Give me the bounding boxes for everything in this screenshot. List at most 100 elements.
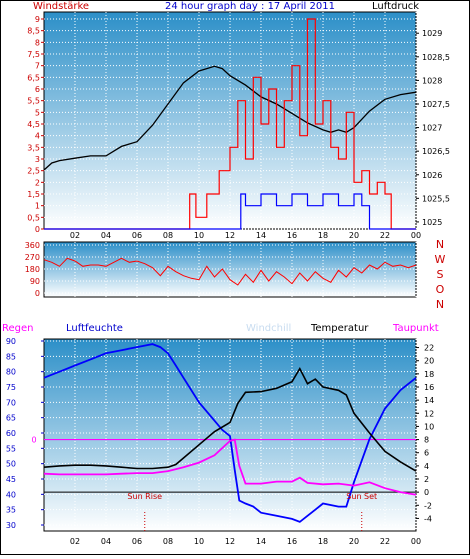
humidity-left-tick-label: 55 xyxy=(6,444,16,453)
wind-left-tick-label: 7,5 xyxy=(27,50,40,59)
wind-pressure-series xyxy=(43,18,417,230)
wind-direction-grid xyxy=(44,242,417,297)
humidity-left-tick-label: 35 xyxy=(6,506,16,515)
temp-right-tick-label: 8 xyxy=(424,436,429,445)
wind-x-tick-label: 02 xyxy=(70,231,80,240)
temp-x-tick-label: 14 xyxy=(256,537,266,546)
pressure-right-tick-label: 1025,5 xyxy=(422,194,450,203)
temp-right-tick-label: 0 xyxy=(424,488,429,497)
temp-right-tick-label: 20 xyxy=(424,357,434,366)
temp-right-tick-label: 12 xyxy=(424,409,434,418)
wind-left-tick-label: 3 xyxy=(35,155,40,164)
humidity-left-tick-label: 45 xyxy=(6,475,16,484)
wind-left-tick-label: 9 xyxy=(35,15,40,24)
wind-left-tick-label: 5 xyxy=(35,108,40,117)
humidity-left-tick-label: 70 xyxy=(6,398,16,407)
temperature-humidity-axes: 02 04 06 08 10 12 14 16 18 20 22 003035404550556065… xyxy=(6,337,434,546)
pressure-right-tick-label: 1026 xyxy=(422,171,442,180)
wind-x-tick-label: 16 xyxy=(287,231,297,240)
rain-zero-label: 0 xyxy=(31,436,36,445)
wind-left-tick-label: 5,5 xyxy=(27,97,40,106)
wind-left-tick-label: 4 xyxy=(35,132,40,141)
wind-x-tick-label: 20 xyxy=(349,231,359,240)
wind-direction-series xyxy=(43,257,417,286)
legend-luftfeuchte: Luftfeuchte xyxy=(66,323,123,334)
temp-x-tick-label: 00 xyxy=(411,537,421,546)
wind-left-tick-label: 8,5 xyxy=(27,27,40,36)
direction-y-tick-label: 0 xyxy=(35,289,40,298)
pressure-line xyxy=(43,65,417,171)
direction-compass-letter: W xyxy=(435,253,446,266)
humidity-left-tick-label: 50 xyxy=(6,460,16,469)
pressure-right-tick-label: 1025 xyxy=(422,218,442,227)
wind-x-tick-label: 04 xyxy=(101,231,111,240)
direction-compass-letter: S xyxy=(437,268,444,281)
wind-x-tick-label: 12 xyxy=(225,231,235,240)
dewpoint-line xyxy=(43,438,417,496)
wind-x-tick-label: 10 xyxy=(194,231,204,240)
temp-right-tick-label: 14 xyxy=(424,396,434,405)
legend-windchill: Windchill xyxy=(246,323,291,334)
wind-direction-line xyxy=(43,257,417,286)
humidity-left-tick-label: 40 xyxy=(6,490,16,499)
pressure-right-tick-label: 1027,5 xyxy=(422,100,450,109)
wind-left-tick-label: 1,5 xyxy=(27,190,40,199)
temp-right-tick-label: -4 xyxy=(424,514,432,523)
direction-y-tick-label: 180 xyxy=(25,265,40,274)
sun-set-label: Sun Set xyxy=(346,492,377,501)
temp-x-tick-label: 08 xyxy=(163,537,173,546)
temp-x-tick-label: 10 xyxy=(194,537,204,546)
wind-left-tick-label: 8 xyxy=(35,38,40,47)
wind-x-tick-label: 08 xyxy=(163,231,173,240)
wind-left-tick-label: 0 xyxy=(35,225,40,234)
direction-compass-letter: N xyxy=(436,238,444,251)
wind-left-tick-label: 2 xyxy=(35,178,40,187)
temp-right-tick-label: 16 xyxy=(424,383,434,392)
direction-compass-letter: O xyxy=(436,283,445,296)
pressure-right-tick-label: 1028,5 xyxy=(422,53,450,62)
humidity-left-tick-label: 30 xyxy=(6,521,16,530)
wind-average-line xyxy=(44,193,416,230)
humidity-left-tick-label: 90 xyxy=(6,337,16,346)
wind-left-tick-label: 7 xyxy=(35,62,40,71)
temp-right-tick-label: 22 xyxy=(424,344,434,353)
temp-right-tick-label: -2 xyxy=(424,501,432,510)
wind-x-tick-label: 18 xyxy=(318,231,328,240)
temp-x-tick-label: 02 xyxy=(70,537,80,546)
temp-right-tick-label: 2 xyxy=(424,475,429,484)
pressure-right-tick-label: 1027 xyxy=(422,124,442,133)
humidity-left-tick-label: 75 xyxy=(6,383,16,392)
humidity-left-tick-label: 60 xyxy=(6,429,16,438)
legend-regen: Regen xyxy=(2,323,34,334)
wind-left-tick-label: 6,5 xyxy=(27,73,40,82)
wind-x-tick-label: 14 xyxy=(256,231,266,240)
temperature-humidity-series xyxy=(43,343,417,531)
sun-rise-label: Sun Rise xyxy=(127,492,162,501)
temp-x-tick-label: 18 xyxy=(318,537,328,546)
pressure-right-tick-label: 1029 xyxy=(422,29,442,38)
wind-left-tick-label: 0,5 xyxy=(27,213,40,222)
wind-left-tick-label: 3,5 xyxy=(27,143,40,152)
chart-title: 24 hour graph day : 17 April 2011 xyxy=(165,1,335,12)
temp-x-tick-label: 16 xyxy=(287,537,297,546)
wind-speed-line xyxy=(44,18,416,230)
right-axis-label-luftdruck: Luftdruck xyxy=(372,1,419,12)
pressure-right-tick-label: 1026,5 xyxy=(422,147,450,156)
wind-left-tick-label: 4,5 xyxy=(27,120,40,129)
left-axis-label-windstaerke: Windstärke xyxy=(33,1,89,12)
temp-x-tick-label: 06 xyxy=(132,537,142,546)
direction-y-tick-label: 360 xyxy=(25,241,40,250)
direction-y-tick-label: 90 xyxy=(30,277,40,286)
temp-right-tick-label: 4 xyxy=(424,462,429,471)
wind-x-tick-label: 22 xyxy=(380,231,390,240)
legend-temperatur: Temperatur xyxy=(310,323,369,334)
wind-left-tick-label: 6 xyxy=(35,85,40,94)
temp-right-tick-label: 6 xyxy=(424,449,429,458)
temp-x-tick-label: 22 xyxy=(380,537,390,546)
humidity-line xyxy=(43,343,417,523)
temp-x-tick-label: 20 xyxy=(349,537,359,546)
legend-taupunkt: Taupunkt xyxy=(392,323,439,334)
